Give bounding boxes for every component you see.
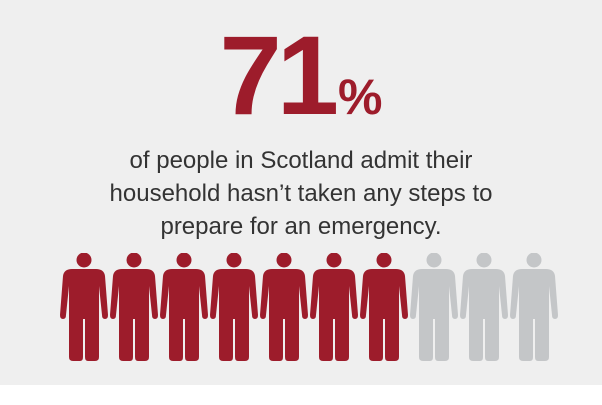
- person-head: [426, 253, 442, 268]
- person-icon-highlighted: [160, 253, 208, 361]
- caption-line-2: household hasn’t taken any steps to: [109, 180, 493, 207]
- person-head: [326, 253, 342, 268]
- person-head: [76, 253, 92, 268]
- person-icon: [410, 253, 458, 361]
- person-body: [310, 269, 358, 361]
- headline-percent-sign: %: [338, 69, 383, 125]
- caption: of people in Scotland admit their househ…: [0, 144, 602, 243]
- person-body: [260, 269, 308, 361]
- headline-stat: 71%: [0, 20, 602, 132]
- person-head: [476, 253, 492, 268]
- person-icon-highlighted: [60, 253, 108, 361]
- person-head: [276, 253, 292, 268]
- people-pictogram: [60, 253, 560, 363]
- caption-line-1: of people in Scotland admit their: [129, 147, 473, 174]
- person-head: [526, 253, 542, 268]
- person-icon: [460, 253, 508, 361]
- person-body: [460, 269, 508, 361]
- person-body: [510, 269, 558, 361]
- person-body: [360, 269, 408, 361]
- person-head: [376, 253, 392, 268]
- person-icon-highlighted: [260, 253, 308, 361]
- person-body: [110, 269, 158, 361]
- person-icon-highlighted: [360, 253, 408, 361]
- person-body: [60, 269, 108, 361]
- person-body: [160, 269, 208, 361]
- person-icon: [510, 253, 558, 361]
- infographic-card: 71% of people in Scotland admit their ho…: [0, 0, 602, 385]
- person-icon-highlighted: [210, 253, 258, 361]
- person-body: [210, 269, 258, 361]
- person-icon-highlighted: [110, 253, 158, 361]
- person-head: [226, 253, 242, 268]
- people-pictogram-svg: [60, 253, 558, 361]
- person-icon-highlighted: [310, 253, 358, 361]
- headline-number: 71: [219, 13, 339, 138]
- person-body: [410, 269, 458, 361]
- caption-line-3: prepare for an emergency.: [160, 213, 442, 240]
- person-head: [126, 253, 142, 268]
- person-head: [176, 253, 192, 268]
